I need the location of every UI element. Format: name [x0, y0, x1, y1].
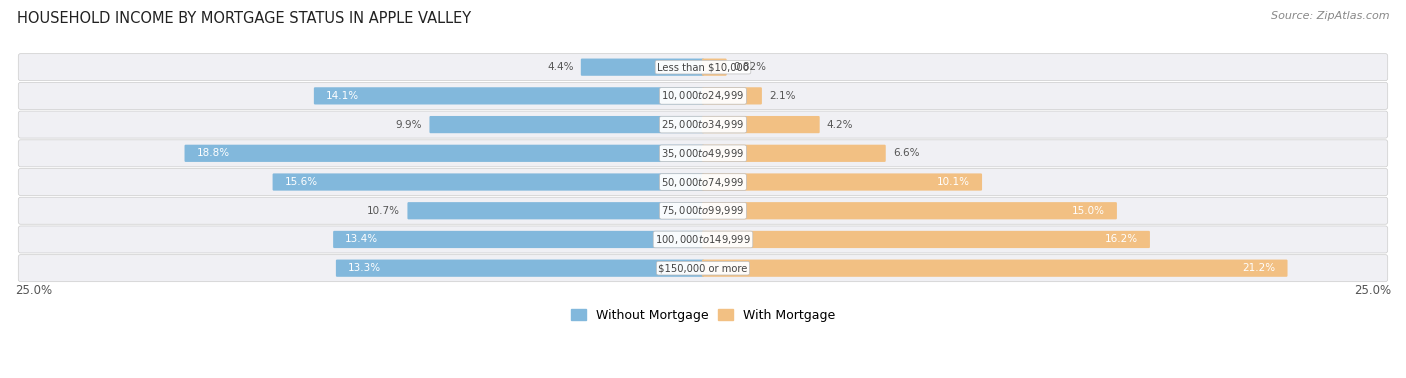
- FancyBboxPatch shape: [18, 169, 1388, 195]
- FancyBboxPatch shape: [184, 145, 704, 162]
- Text: 18.8%: 18.8%: [197, 148, 229, 158]
- FancyBboxPatch shape: [18, 54, 1388, 81]
- FancyBboxPatch shape: [408, 202, 704, 219]
- Text: 6.6%: 6.6%: [893, 148, 920, 158]
- Text: 2.1%: 2.1%: [769, 91, 796, 101]
- Text: 9.9%: 9.9%: [396, 119, 422, 130]
- Text: $100,000 to $149,999: $100,000 to $149,999: [655, 233, 751, 246]
- FancyBboxPatch shape: [18, 140, 1388, 167]
- Text: $35,000 to $49,999: $35,000 to $49,999: [661, 147, 745, 160]
- Text: 15.6%: 15.6%: [284, 177, 318, 187]
- FancyBboxPatch shape: [581, 59, 704, 76]
- FancyBboxPatch shape: [702, 87, 762, 104]
- Text: Less than $10,000: Less than $10,000: [657, 62, 749, 72]
- FancyBboxPatch shape: [18, 82, 1388, 109]
- FancyBboxPatch shape: [18, 226, 1388, 253]
- FancyBboxPatch shape: [333, 231, 704, 248]
- FancyBboxPatch shape: [702, 231, 1150, 248]
- Text: 25.0%: 25.0%: [15, 284, 52, 297]
- Text: 21.2%: 21.2%: [1243, 263, 1275, 273]
- FancyBboxPatch shape: [702, 202, 1116, 219]
- FancyBboxPatch shape: [18, 255, 1388, 282]
- FancyBboxPatch shape: [702, 145, 886, 162]
- Text: $50,000 to $74,999: $50,000 to $74,999: [661, 175, 745, 189]
- FancyBboxPatch shape: [314, 87, 704, 104]
- Text: 13.3%: 13.3%: [349, 263, 381, 273]
- Text: 16.2%: 16.2%: [1105, 234, 1137, 245]
- Text: $150,000 or more: $150,000 or more: [658, 263, 748, 273]
- FancyBboxPatch shape: [273, 174, 704, 191]
- Text: 10.1%: 10.1%: [936, 177, 970, 187]
- FancyBboxPatch shape: [18, 111, 1388, 138]
- Text: Source: ZipAtlas.com: Source: ZipAtlas.com: [1271, 11, 1389, 21]
- FancyBboxPatch shape: [702, 174, 981, 191]
- Legend: Without Mortgage, With Mortgage: Without Mortgage, With Mortgage: [565, 304, 841, 327]
- Text: $75,000 to $99,999: $75,000 to $99,999: [661, 204, 745, 217]
- FancyBboxPatch shape: [18, 197, 1388, 224]
- FancyBboxPatch shape: [702, 59, 727, 76]
- FancyBboxPatch shape: [429, 116, 704, 133]
- Text: 14.1%: 14.1%: [326, 91, 359, 101]
- FancyBboxPatch shape: [336, 260, 704, 277]
- Text: 4.4%: 4.4%: [547, 62, 574, 72]
- Text: 25.0%: 25.0%: [1354, 284, 1391, 297]
- Text: $25,000 to $34,999: $25,000 to $34,999: [661, 118, 745, 131]
- Text: 4.2%: 4.2%: [827, 119, 853, 130]
- Text: 13.4%: 13.4%: [346, 234, 378, 245]
- Text: $10,000 to $24,999: $10,000 to $24,999: [661, 89, 745, 102]
- FancyBboxPatch shape: [702, 116, 820, 133]
- FancyBboxPatch shape: [702, 260, 1288, 277]
- Text: 15.0%: 15.0%: [1071, 206, 1105, 216]
- Text: 10.7%: 10.7%: [367, 206, 401, 216]
- Text: 0.82%: 0.82%: [734, 62, 766, 72]
- Text: HOUSEHOLD INCOME BY MORTGAGE STATUS IN APPLE VALLEY: HOUSEHOLD INCOME BY MORTGAGE STATUS IN A…: [17, 11, 471, 26]
